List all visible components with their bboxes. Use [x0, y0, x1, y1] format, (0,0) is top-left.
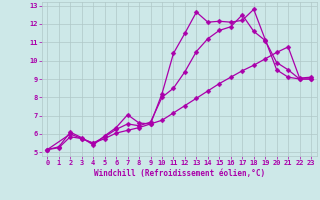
X-axis label: Windchill (Refroidissement éolien,°C): Windchill (Refroidissement éolien,°C)	[94, 169, 265, 178]
